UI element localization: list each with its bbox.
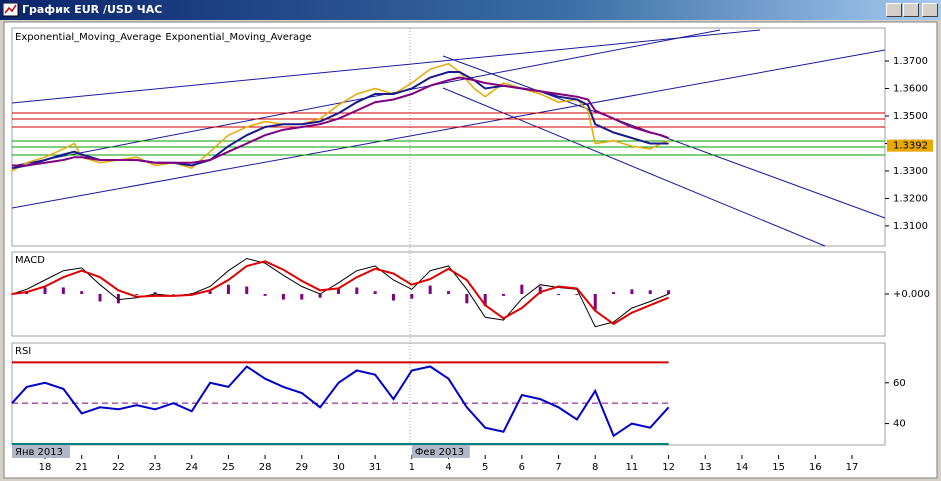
window-title: График EUR /USD ЧАС: [22, 3, 163, 16]
series-line: [12, 76, 669, 167]
histogram-bar: [575, 294, 579, 295]
chart-area: 18 21 22 23 24 25 28 29 30 31 1 4 5 6 7 8 11 12 13 14 15 16 17…: [3, 21, 938, 479]
histogram-bar: [410, 294, 414, 299]
histogram-bar: [502, 294, 506, 296]
x-tick-label: 4: [445, 462, 451, 473]
x-tick-label: 23: [149, 462, 162, 473]
period-label: Янв 2013: [15, 447, 63, 458]
histogram-bar: [447, 291, 450, 294]
current-price-label: 1.3392: [893, 141, 928, 152]
histogram-bar: [208, 290, 212, 294]
x-tick-label: 5: [482, 462, 488, 473]
histogram-bar: [135, 294, 139, 295]
y-tick-label: 40: [893, 419, 906, 430]
histogram-bar: [428, 285, 432, 294]
histogram-bar: [300, 294, 304, 300]
y-tick-label: 1.3700: [893, 56, 928, 67]
histogram-bar: [116, 294, 120, 304]
histogram-bar: [263, 294, 267, 296]
histogram-bar: [593, 294, 597, 310]
x-tick-label: 7: [555, 462, 561, 473]
channel-line: [442, 87, 826, 247]
x-tick-label: 17: [846, 462, 859, 473]
x-tick-label: 22: [112, 462, 125, 473]
pane-title: RSI: [15, 346, 31, 357]
y-tick-label: 60: [893, 378, 906, 389]
x-tick-label: 18: [39, 462, 52, 473]
histogram-bar: [10, 294, 14, 295]
x-tick-label: 12: [662, 462, 675, 473]
current-price-box: [887, 139, 933, 152]
series-line: [11, 260, 669, 326]
x-tick-label: 16: [809, 462, 822, 473]
close-button[interactable]: [922, 3, 938, 17]
x-tick-label: 25: [222, 462, 235, 473]
y-tick-label: +0.000: [893, 289, 930, 300]
histogram-bar: [98, 294, 102, 302]
y-tick-label: 1.3300: [893, 166, 928, 177]
histogram-bar: [465, 294, 469, 304]
x-tick-label: 31: [369, 462, 382, 473]
x-tick-label: 11: [626, 462, 639, 473]
histogram-bar: [612, 292, 616, 294]
histogram-bar: [391, 294, 395, 301]
histogram-bar: [630, 289, 634, 294]
x-tick-label: 24: [185, 462, 198, 473]
histogram-bar: [483, 294, 487, 307]
histogram-bar: [171, 294, 175, 295]
histogram-bar: [336, 288, 340, 294]
pane-content: 40 60 RSI: [11, 346, 906, 445]
legend-entry: Exponential_Moving_Average: [165, 32, 311, 43]
histogram-bar: [557, 294, 561, 295]
x-tick-label: 14: [736, 462, 749, 473]
histogram-bar: [245, 286, 249, 294]
histogram-bar: [43, 287, 47, 294]
x-tick-label: 13: [699, 462, 712, 473]
legend-entry: Exponential_Moving_Average: [15, 32, 161, 43]
period-label: Фев 2013: [415, 447, 464, 458]
y-tick-label: 1.3500: [893, 111, 928, 122]
x-tick-label: 29: [295, 462, 308, 473]
y-tick-label: 1.3100: [893, 221, 928, 232]
x-tick-label: 28: [259, 462, 272, 473]
x-tick-label: 6: [519, 462, 525, 473]
x-tick-label: 21: [75, 462, 88, 473]
title-bar: График EUR /USD ЧАС: [0, 0, 941, 20]
histogram-bar: [61, 287, 65, 294]
histogram-bar: [373, 291, 377, 294]
histogram-bar: [318, 294, 322, 298]
y-tick-label: 1.3200: [893, 193, 928, 204]
series-line: [11, 365, 670, 438]
histogram-bar: [226, 284, 230, 294]
x-tick-label: 30: [332, 462, 345, 473]
pane-content: +0.000 MACD: [10, 255, 930, 328]
pane-title: MACD: [15, 255, 45, 266]
period-label-box: [411, 445, 470, 458]
channel-line: [11, 49, 886, 209]
histogram-bar: [80, 291, 84, 294]
histogram-bar: [520, 284, 524, 294]
price-pane: [11, 27, 886, 247]
histogram-bar: [667, 290, 671, 294]
minimize-button[interactable]: [886, 3, 902, 17]
maximize-button[interactable]: [903, 3, 919, 17]
window-icon: [3, 3, 19, 17]
channel-line: [11, 29, 761, 104]
x-tick-label: 1: [409, 462, 415, 473]
histogram-bar: [648, 290, 652, 294]
histogram-bar: [538, 286, 542, 294]
chart-background: [3, 21, 938, 479]
period-label-box: [12, 445, 70, 458]
histogram-bar: [355, 287, 359, 294]
y-tick-label: 1.3600: [893, 83, 928, 94]
pane-content: 1.31001.32001.33001.34001.35001.36001.37…: [11, 32, 933, 232]
x-tick-label: 15: [772, 462, 785, 473]
histogram-bar: [153, 292, 157, 294]
histogram-bar: [281, 294, 285, 300]
x-tick-label: 8: [592, 462, 598, 473]
